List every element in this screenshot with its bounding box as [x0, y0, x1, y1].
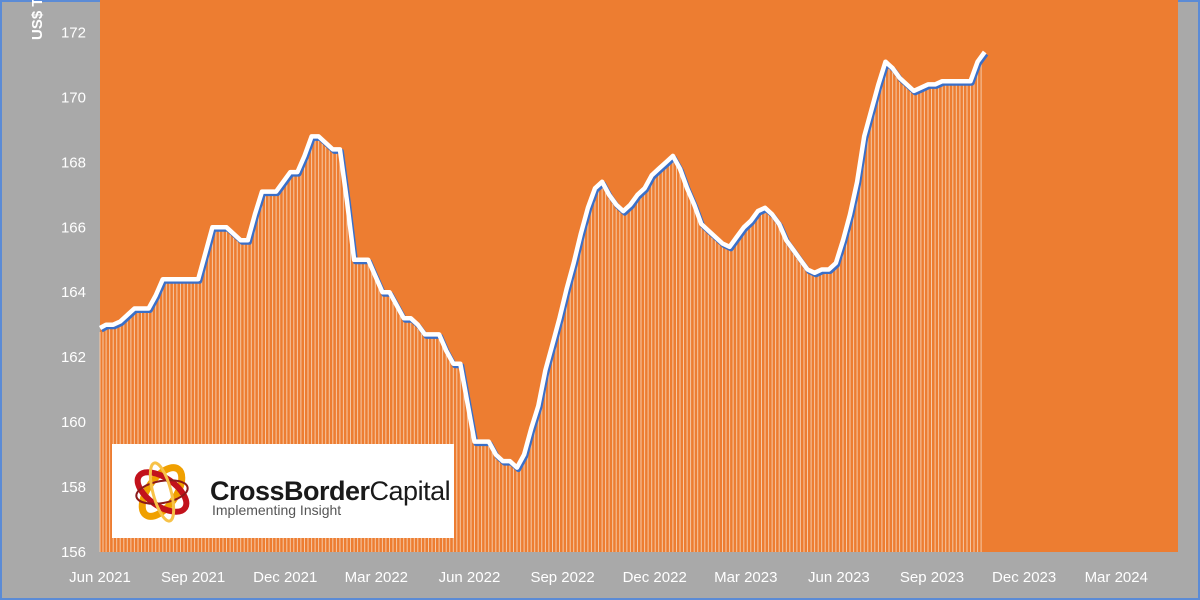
series-area [100, 52, 985, 552]
y-tick-label: 162 [61, 349, 86, 366]
x-tick-label: Mar 2022 [345, 569, 408, 586]
x-tick-label: Jun 2021 [69, 569, 131, 586]
x-tick-label: Sep 2023 [900, 569, 964, 586]
crossborder-orbit-logo-icon [134, 461, 190, 523]
series-line [98, 50, 987, 470]
x-tick-label: Sep 2021 [161, 569, 225, 586]
y-tick-label: 156 [61, 544, 86, 561]
area-layer [100, 52, 985, 552]
x-tick-label: Sep 2022 [530, 569, 594, 586]
brand-tagline: Implementing Insight [212, 502, 342, 518]
y-tick-label: 170 [61, 89, 86, 106]
y-tick-label: 158 [61, 479, 86, 496]
hatch-lines [99, 60, 982, 552]
x-tick-label: Mar 2023 [714, 569, 777, 586]
y-tick-label: 172 [61, 24, 86, 41]
y-tick-label: 160 [61, 414, 86, 431]
x-tick-label: Jun 2022 [439, 569, 501, 586]
brand-logo: CrossBorderCapital Implementing Insight [112, 444, 454, 538]
y-axis-label: US$ T [29, 0, 46, 40]
x-tick-label: Jun 2023 [808, 569, 870, 586]
x-tick-label: Dec 2022 [623, 569, 687, 586]
y-tick-label: 166 [61, 219, 86, 236]
y-tick-label: 164 [61, 284, 86, 301]
x-tick-label: Dec 2023 [992, 569, 1056, 586]
y-tick-label: 168 [61, 154, 86, 171]
x-tick-label: Mar 2024 [1085, 569, 1148, 586]
brand-name-part2: Capital [369, 476, 451, 506]
brand-name-part1: CrossBorder [210, 476, 370, 506]
y-axis: 156 158 160 162 164 166 168 170 172 [61, 24, 86, 561]
brand-name: CrossBorderCapital [210, 476, 451, 507]
x-axis: Jun 2021 Sep 2021 Dec 2021 Mar 2022 Jun 2022… [69, 569, 1148, 586]
x-tick-label: Dec 2021 [253, 569, 317, 586]
